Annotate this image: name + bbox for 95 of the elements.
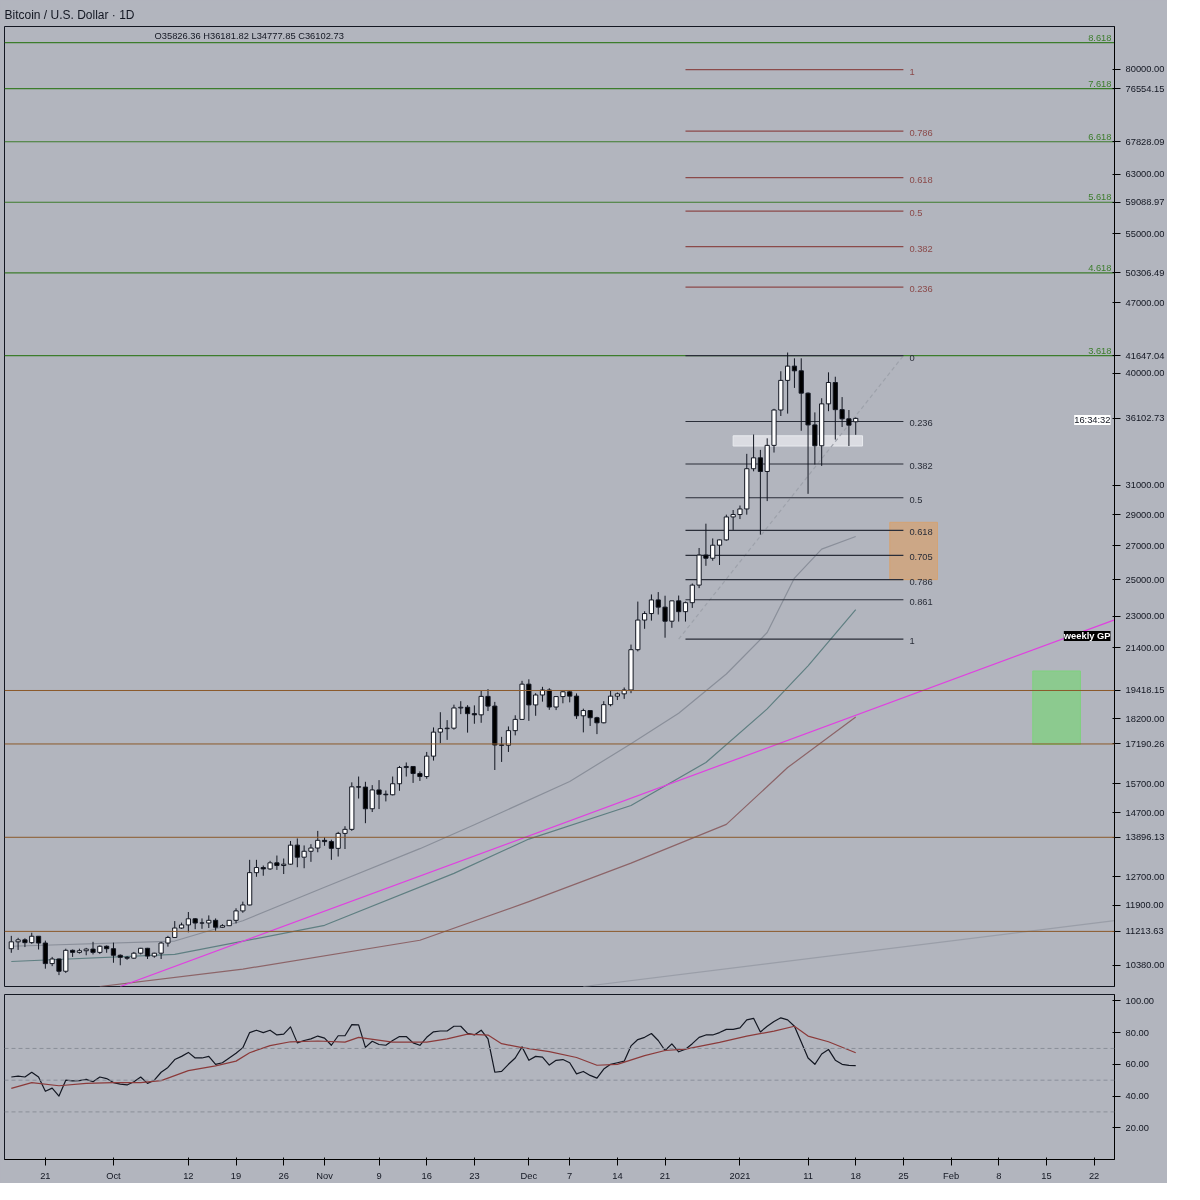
y-tick-label: 80.00 xyxy=(1125,1027,1149,1038)
y-tick-label: 47000.00 xyxy=(1125,297,1165,308)
y-tick-label: 13896.13 xyxy=(1125,832,1165,843)
line-series xyxy=(10,1017,857,1097)
y-tick-label: 80000.00 xyxy=(1125,64,1165,75)
y-tick-label: 15700.00 xyxy=(1125,778,1165,789)
y-tick-label: 19418.15 xyxy=(1125,685,1165,696)
x-tick-label: 18 xyxy=(850,1170,861,1181)
y-tick-label: 23000.00 xyxy=(1125,611,1165,622)
series-label: 0.5 xyxy=(909,208,923,219)
series-label: 4.618 xyxy=(1088,262,1112,273)
y-tick-label: 11213.63 xyxy=(1125,926,1164,937)
series-label: 3.618 xyxy=(1088,345,1112,356)
candlestick xyxy=(573,692,580,720)
y-tick-label: 41647.04 xyxy=(1125,350,1165,361)
line-series xyxy=(10,608,857,963)
x-tick-label: 19 xyxy=(230,1170,242,1181)
series-label: 0.236 xyxy=(909,284,933,295)
x-tick-label: 2021 xyxy=(729,1170,751,1181)
x-tick-label: 22 xyxy=(1088,1170,1100,1181)
series-label: 0.618 xyxy=(909,174,933,185)
candlestick xyxy=(199,917,205,930)
x-tick-label: 21 xyxy=(40,1170,51,1181)
x-tick-label: Oct xyxy=(106,1170,122,1181)
y-tick-label: 27000.00 xyxy=(1125,540,1165,551)
x-tick-label: 14 xyxy=(612,1170,623,1181)
x-tick-label: 26 xyxy=(278,1170,289,1181)
x-tick-label: Feb xyxy=(943,1170,960,1181)
y-tick-label: 63000.00 xyxy=(1125,169,1165,180)
y-tick-label: 17190.26 xyxy=(1125,738,1165,749)
series-label: 8.618 xyxy=(1088,32,1112,43)
y-tick-label: 10380.00 xyxy=(1125,960,1165,971)
candlestick xyxy=(451,704,457,731)
annotation: 16:34:32 xyxy=(1074,414,1111,425)
y-tick-label: 11900.00 xyxy=(1125,900,1164,911)
x-tick-label: 7 xyxy=(567,1170,573,1181)
candlestick xyxy=(110,942,117,964)
line-series xyxy=(10,1025,857,1090)
series-label: 0.382 xyxy=(909,243,933,254)
x-tick-label: 11 xyxy=(803,1170,813,1181)
candlestick xyxy=(287,840,294,866)
series-label: 7.618 xyxy=(1088,78,1112,89)
x-tick-label: Nov xyxy=(316,1170,334,1181)
series-label: 6.618 xyxy=(1088,131,1112,142)
x-tick-label: 25 xyxy=(898,1170,909,1181)
candlestick xyxy=(396,765,403,792)
annotation: weekly GP xyxy=(1062,630,1111,641)
series-label: 0.705 xyxy=(909,552,933,563)
y-tick-label: 18200.00 xyxy=(1125,713,1165,724)
y-tick-label: 25000.00 xyxy=(1125,574,1165,585)
bar xyxy=(889,521,938,581)
series-label: 5.618 xyxy=(1088,192,1112,203)
y-tick-label: 31000.00 xyxy=(1125,480,1165,491)
series-label: 1 xyxy=(909,66,915,77)
series-label: 0.861 xyxy=(909,596,933,607)
y-tick-label: 40.00 xyxy=(1125,1091,1149,1102)
y-tick-label: 14700.00 xyxy=(1125,807,1165,818)
x-tick-label: 15 xyxy=(1041,1170,1052,1181)
y-tick-label: 55000.00 xyxy=(1125,228,1165,239)
x-tick-label: 8 xyxy=(996,1170,1002,1181)
series-label: 0.5 xyxy=(909,494,923,505)
x-tick-label: 21 xyxy=(659,1170,671,1181)
candlestick xyxy=(750,434,757,472)
series-label: 0.786 xyxy=(909,576,933,587)
bar xyxy=(1032,670,1081,745)
x-tick-label: 16 xyxy=(421,1170,432,1181)
y-tick-label: 50306.49 xyxy=(1125,267,1165,278)
series-label: 0.786 xyxy=(909,128,933,139)
series-label: 0.382 xyxy=(909,460,933,471)
candlestick xyxy=(791,357,798,389)
y-tick-label: 40000.00 xyxy=(1125,368,1165,379)
candlestick xyxy=(716,539,723,566)
x-tick-label: 9 xyxy=(376,1170,382,1181)
candlestick xyxy=(825,371,832,412)
y-tick-label: 60.00 xyxy=(1125,1059,1149,1070)
candlestick xyxy=(430,726,437,762)
y-tick-label: 59088.97 xyxy=(1125,197,1165,208)
y-tick-label: 29000.00 xyxy=(1125,509,1165,520)
series-label: 0.618 xyxy=(909,527,933,538)
annotation: O35826.36 H36181.82 L34777.85 C36102.73 xyxy=(154,30,344,41)
series-label: 0.236 xyxy=(909,418,933,429)
series-label: 0 xyxy=(909,352,915,363)
series-label: 1 xyxy=(909,636,915,647)
y-tick-label: 36102.73 xyxy=(1125,413,1165,424)
x-tick-label: 12 xyxy=(183,1170,194,1181)
candlestick xyxy=(689,583,695,609)
y-tick-label: 21400.00 xyxy=(1125,642,1165,653)
x-tick-label: 23 xyxy=(469,1170,480,1181)
chart-title: Bitcoin / U.S. Dollar · 1D xyxy=(4,7,135,22)
y-tick-label: 76554.15 xyxy=(1125,83,1165,94)
y-tick-label: 100.00 xyxy=(1125,995,1155,1006)
y-tick-label: 12700.00 xyxy=(1125,871,1165,882)
y-tick-label: 20.00 xyxy=(1125,1122,1149,1133)
x-tick-label: Dec xyxy=(520,1170,538,1181)
y-tick-label: 67828.09 xyxy=(1125,136,1165,147)
